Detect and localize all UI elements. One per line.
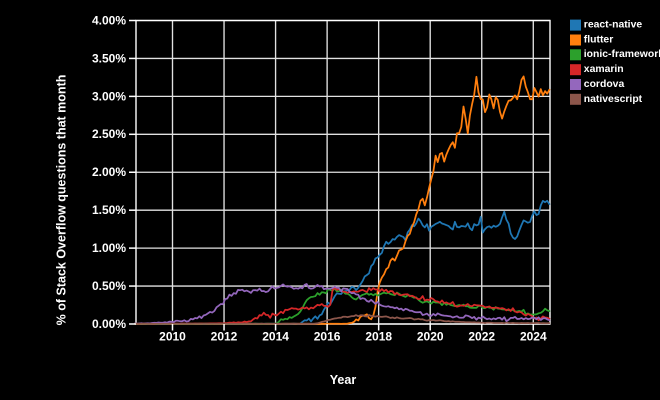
svg-text:2012: 2012 (211, 330, 238, 344)
svg-text:1.00%: 1.00% (92, 241, 126, 255)
svg-text:1.50%: 1.50% (92, 203, 126, 217)
svg-text:2022: 2022 (468, 330, 495, 344)
svg-text:Year: Year (330, 373, 357, 387)
svg-text:flutter: flutter (584, 34, 613, 45)
svg-text:0.50%: 0.50% (92, 279, 126, 293)
svg-text:2010: 2010 (159, 330, 186, 344)
svg-text:3.00%: 3.00% (92, 89, 126, 103)
svg-text:0.00%: 0.00% (92, 317, 126, 331)
svg-text:3.50%: 3.50% (92, 51, 126, 65)
svg-text:2014: 2014 (262, 330, 289, 344)
svg-text:2016: 2016 (314, 330, 341, 344)
svg-text:react-native: react-native (584, 20, 643, 31)
svg-text:nativescript: nativescript (584, 94, 643, 105)
svg-text:2024: 2024 (520, 330, 547, 344)
svg-text:xamarin: xamarin (584, 64, 624, 75)
svg-text:2018: 2018 (365, 330, 392, 344)
svg-text:2.50%: 2.50% (92, 127, 126, 141)
svg-text:ionic-framework: ionic-framework (584, 49, 660, 60)
svg-text:% of Stack Overflow questions: % of Stack Overflow questions that month (55, 75, 69, 326)
svg-text:2.00%: 2.00% (92, 165, 126, 179)
svg-text:2020: 2020 (417, 330, 444, 344)
svg-text:cordova: cordova (584, 79, 625, 90)
svg-text:4.00%: 4.00% (92, 13, 126, 27)
